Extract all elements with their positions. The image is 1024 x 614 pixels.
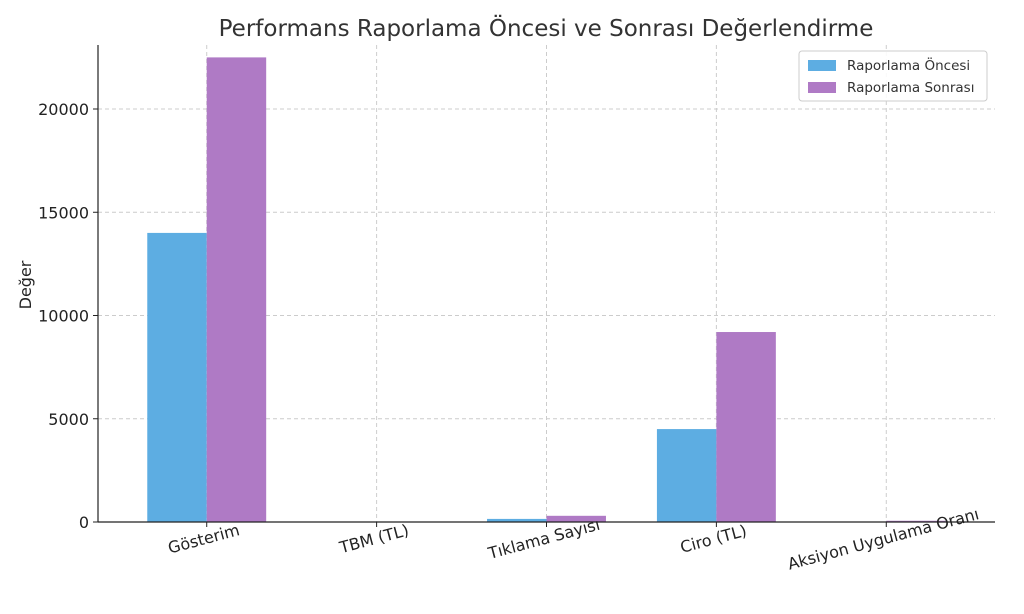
bar-before xyxy=(147,232,207,522)
x-tick-label: Gösterim xyxy=(166,520,242,557)
bar-before xyxy=(487,518,547,522)
x-tick-label: Ciro (TL) xyxy=(678,521,748,557)
legend: Raporlama Öncesi Raporlama Sonrası xyxy=(798,50,988,102)
chart-title: Performans Raporlama Öncesi ve Sonrası D… xyxy=(219,14,874,42)
legend-entry-label: Raporlama Sonrası xyxy=(847,80,974,96)
bar-before xyxy=(656,429,717,522)
bars xyxy=(147,57,946,522)
y-tick-label: 10000 xyxy=(38,307,89,326)
x-tick-label: TBM (TL) xyxy=(336,520,410,557)
y-tick-label: 20000 xyxy=(38,100,89,119)
legend-swatch xyxy=(808,82,836,93)
legend-swatch xyxy=(808,60,836,71)
bar-after xyxy=(206,57,267,522)
bar-after xyxy=(716,332,776,522)
bar-after xyxy=(886,520,946,522)
x-ticks: Gösterim TBM (TL) Tıklama Sayısı Ciro (TL) A… xyxy=(166,504,981,573)
y-tick-label: 0 xyxy=(79,513,89,532)
x-tick-label: Aksiyon Uygulama Oranı xyxy=(786,504,981,573)
legend-frame xyxy=(798,50,988,102)
bar-after xyxy=(546,515,606,522)
y-tick-label: 5000 xyxy=(48,410,89,429)
y-tick-label: 15000 xyxy=(38,203,89,222)
y-axis-label: Değer xyxy=(16,260,35,309)
y-ticks: 0 5000 10000 15000 20000 xyxy=(38,100,98,532)
legend-entry-label: Raporlama Öncesi xyxy=(847,56,970,74)
